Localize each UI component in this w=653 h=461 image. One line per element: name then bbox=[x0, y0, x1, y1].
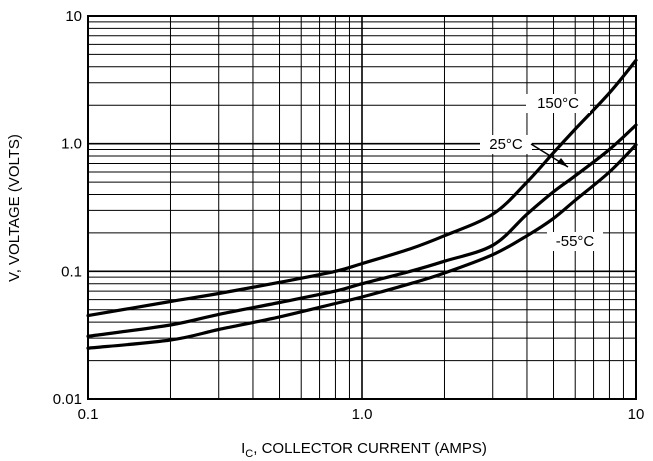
series-label-background bbox=[526, 94, 590, 113]
series-label-25c: 25°C bbox=[480, 135, 569, 168]
y-tick-label: 0.1 bbox=[61, 263, 82, 280]
plot-frame bbox=[87, 15, 637, 400]
tick-labels: 0.1 1.0 100.010.11.010 bbox=[53, 8, 645, 423]
series-label-150c: 150°C bbox=[526, 94, 590, 113]
y-tick-label: 0.01 bbox=[53, 391, 82, 408]
series-label-text: 150°C bbox=[537, 95, 579, 112]
series-lines bbox=[86, 58, 638, 350]
series-25c-line bbox=[86, 123, 638, 338]
x-axis-label-rest: , COLLECTOR CURRENT (AMPS) bbox=[253, 440, 487, 457]
series-minus55c-line bbox=[86, 143, 638, 350]
series-label-minus55c: -55°C bbox=[547, 232, 603, 251]
series-label-text: -55°C bbox=[556, 233, 595, 250]
x-tick-label: 10 bbox=[628, 406, 645, 423]
x-axis-label: IC, COLLECTOR CURRENT (AMPS) bbox=[241, 440, 487, 460]
series-label-background bbox=[480, 135, 532, 154]
y-axis-label: V, VOLTAGE (VOLTS) bbox=[6, 134, 23, 282]
series-label-background bbox=[547, 232, 603, 251]
series-150c-line bbox=[86, 58, 638, 318]
y-tick-label: 10 bbox=[65, 8, 82, 25]
x-axis-label-sub: C bbox=[245, 448, 253, 460]
x-axis-label-main: I bbox=[241, 440, 245, 457]
x-tick-label: 0.1 bbox=[78, 406, 99, 423]
series-labels: 150°C 25°C -55°C bbox=[480, 94, 603, 251]
x-tick-label: 1.0 bbox=[352, 406, 373, 423]
arrow-head-icon bbox=[557, 158, 568, 167]
y-tick-label: 1.0 bbox=[61, 136, 82, 153]
series-label-text: 25°C bbox=[489, 136, 523, 153]
grid-lines bbox=[88, 16, 636, 399]
